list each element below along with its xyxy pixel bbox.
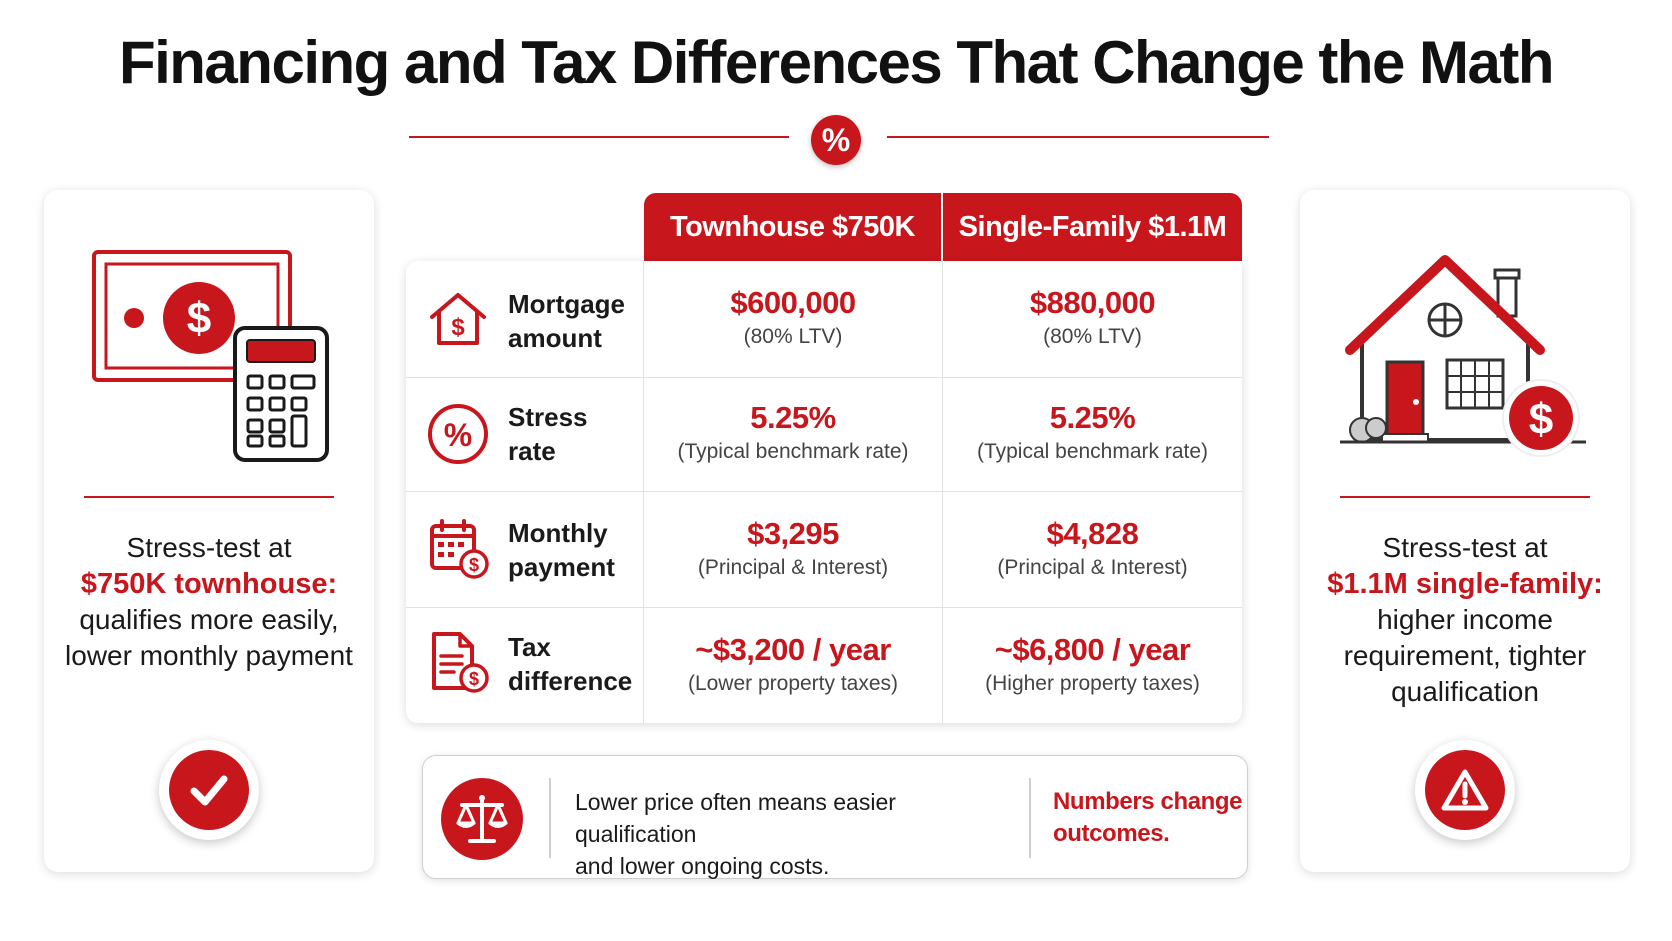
- cell-value: ~$6,800 / year: [994, 632, 1191, 667]
- cell-value: 5.25%: [750, 400, 836, 435]
- column-header-townhouse: Townhouse $750K: [644, 193, 941, 261]
- cell-townhouse: $3,295 (Principal & Interest): [644, 492, 943, 607]
- callout-message: Lower price often means easier qualifica…: [575, 786, 1015, 882]
- row-label-line: Tax: [508, 632, 551, 662]
- summary-line: qualifies more easily,: [79, 604, 339, 635]
- summary-line: qualification: [1391, 676, 1539, 707]
- table-row-stress-rate: % Stress rate 5.25% (Typical benchmark r…: [406, 377, 1242, 491]
- row-label-line: Stress: [508, 402, 588, 432]
- house-dollar-icon: $: [1300, 190, 1630, 490]
- table-row-mortgage: $ Mortgage amount $600,000 (80% LTV) $88…: [406, 261, 1242, 377]
- summary-line: lower monthly payment: [65, 640, 353, 671]
- table-row-monthly-payment: $ Monthly payment $3,295 (Principal & In…: [406, 491, 1242, 607]
- row-label-line: payment: [508, 552, 615, 582]
- warning-badge: [1415, 740, 1515, 840]
- document-dollar-icon: $: [432, 632, 489, 693]
- svg-text:$: $: [187, 294, 211, 343]
- percent-badge: %: [811, 115, 861, 165]
- callout-message-line: and lower ongoing costs.: [575, 853, 830, 879]
- table-body: $ Mortgage amount $600,000 (80% LTV) $88…: [406, 261, 1242, 723]
- page-title: Financing and Tax Differences That Chang…: [118, 29, 1555, 96]
- cash-calculator-icon: $: [44, 190, 374, 490]
- cell-note: (Principal & Interest): [997, 556, 1188, 579]
- cell-value: $4,828: [1046, 516, 1139, 551]
- callout-emphasis-line: Numbers change: [1053, 788, 1243, 815]
- row-label-line: Monthly: [508, 518, 608, 548]
- scale-icon: [456, 795, 508, 843]
- cell-value: ~$3,200 / year: [695, 632, 891, 667]
- table-row-tax-difference: $ Tax difference ~$3,200 / year (Lower p…: [406, 607, 1242, 723]
- summary-callout: Lower price often means easier qualifica…: [422, 755, 1248, 879]
- cell-townhouse: $600,000 (80% LTV): [644, 261, 943, 377]
- row-label: $ Mortgage amount: [406, 261, 644, 377]
- summary-highlight: $1.1M single-family:: [1327, 568, 1603, 600]
- percent-circle-icon: %: [428, 404, 488, 464]
- svg-text:$: $: [1529, 395, 1553, 444]
- cell-value: $3,295: [747, 516, 839, 551]
- check-badge: [159, 740, 259, 840]
- calendar-dollar-icon: $: [430, 519, 489, 579]
- title-divider-right: [887, 136, 1269, 138]
- svg-text:$: $: [469, 555, 479, 575]
- cell-value: $600,000: [730, 285, 856, 320]
- cell-note: (80% LTV): [743, 325, 843, 348]
- townhouse-card: $ Stress-test at $750K townhouse: qualif…: [44, 190, 374, 872]
- cell-value: $880,000: [1029, 285, 1156, 320]
- svg-text:$: $: [469, 669, 479, 689]
- cell-single-family: $880,000 (80% LTV): [943, 261, 1242, 377]
- row-label: % Stress rate: [406, 378, 644, 491]
- callout-divider: [1029, 778, 1031, 858]
- house-dollar-outline-icon: $: [430, 293, 486, 345]
- callout-divider: [549, 778, 551, 858]
- townhouse-summary: Stress-test at $750K townhouse: qualifie…: [54, 530, 364, 674]
- svg-text:$: $: [451, 314, 465, 341]
- callout-message-line: Lower price often means easier qualifica…: [575, 789, 896, 847]
- cell-townhouse: ~$3,200 / year (Lower property taxes): [644, 608, 943, 723]
- scale-badge: [441, 778, 523, 860]
- cell-note: (80% LTV): [1043, 325, 1142, 348]
- card-divider: [1340, 496, 1590, 498]
- row-label: $ Monthly payment: [406, 492, 644, 607]
- single-family-summary: Stress-test at $1.1M single-family: high…: [1310, 530, 1620, 710]
- callout-emphasis-line: outcomes.: [1053, 820, 1170, 847]
- cell-note: (Typical benchmark rate): [677, 440, 909, 463]
- check-icon: [190, 775, 228, 806]
- comparison-table: Townhouse $750K Single-Family $1.1M $ Mo…: [406, 193, 1242, 723]
- summary-highlight: $750K townhouse:: [80, 568, 338, 600]
- single-family-card: $ Stress-test at $1.1M single-family: hi…: [1300, 190, 1630, 872]
- cell-value: 5.25%: [1049, 400, 1136, 435]
- row-label-line: Mortgage: [508, 289, 625, 319]
- card-divider: [84, 496, 334, 498]
- row-label-line: difference: [508, 666, 633, 696]
- callout-emphasis: Numbers change outcomes.: [1053, 786, 1243, 850]
- svg-text:%: %: [444, 417, 472, 453]
- column-header-single-family: Single-Family $1.1M: [943, 193, 1242, 261]
- cell-single-family: ~$6,800 / year (Higher property taxes): [943, 608, 1242, 723]
- summary-line: Stress-test at: [1382, 532, 1548, 563]
- row-label-line: amount: [508, 323, 602, 353]
- warning-icon: [1441, 769, 1489, 811]
- cell-note: (Principal & Interest): [697, 556, 889, 579]
- summary-line: requirement, tighter: [1343, 640, 1587, 671]
- summary-line: higher income: [1377, 604, 1553, 635]
- cell-note: (Lower property taxes): [687, 672, 899, 695]
- cell-note: (Higher property taxes): [985, 672, 1200, 695]
- row-label-line: rate: [508, 436, 556, 466]
- row-label: $ Tax difference: [406, 608, 644, 723]
- cell-townhouse: 5.25% (Typical benchmark rate): [644, 378, 943, 491]
- summary-line: Stress-test at: [126, 532, 292, 563]
- cell-single-family: $4,828 (Principal & Interest): [943, 492, 1242, 607]
- cell-single-family: 5.25% (Typical benchmark rate): [943, 378, 1242, 491]
- title-divider-left: [409, 136, 789, 138]
- cell-note: (Typical benchmark rate): [976, 440, 1209, 463]
